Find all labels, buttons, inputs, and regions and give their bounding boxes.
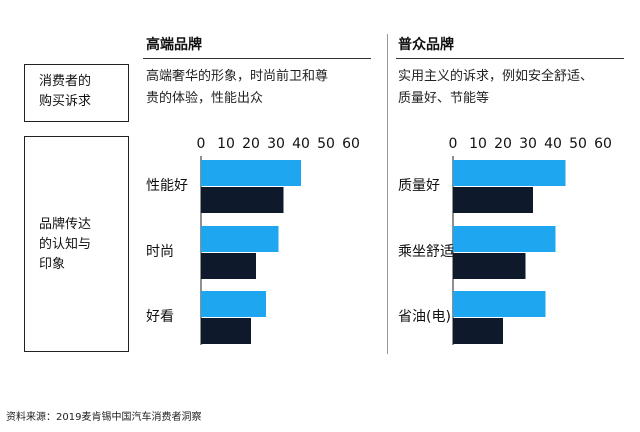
premium-header-rule [143,58,371,59]
mass-x-tick-label: 50 [569,136,587,152]
premium-x-tick-label: 40 [292,136,310,152]
mass-bar-light [453,160,566,186]
mass-x-tick-label: 40 [544,136,562,152]
mass-column-title: 普众品牌 [398,37,454,53]
premium-bar-light [201,226,279,252]
mass-bar-dark [453,187,533,213]
premium-x-tick-label: 0 [197,136,206,152]
mass-bar-dark [453,318,503,344]
premium-bar-dark [201,187,284,213]
mass-bar-dark [453,253,526,279]
premium-x-tick-label: 10 [217,136,235,152]
mass-x-tick-label: 20 [494,136,512,152]
premium-description-line2: 贵的体验，性能出众 [146,91,264,106]
mass-category-label: 省油(电) [398,309,451,325]
mass-bar-light [453,226,556,252]
column-divider [387,34,388,354]
mass-x-tick-label: 30 [519,136,537,152]
premium-column-title: 高端品牌 [146,37,202,53]
brand-impression-label-line2: 的认知与 [39,237,92,252]
mass-x-tick-label: 60 [594,136,612,152]
premium-bar-dark [201,253,256,279]
premium-bar-light [201,160,301,186]
premium-bar-dark [201,318,251,344]
premium-x-tick-label: 20 [242,136,260,152]
premium-category-label: 时尚 [146,244,174,260]
mass-category-label: 乘坐舒适 [398,244,454,260]
premium-category-label: 好看 [146,309,174,325]
mass-header-rule [396,58,624,59]
premium-category-label: 性能好 [146,178,188,194]
premium-x-tick-label: 50 [317,136,335,152]
mass-description: 实用主义的诉求，例如安全舒适、 质量好、节能等 [398,66,593,110]
mass-x-tick-label: 0 [449,136,458,152]
brand-impression-label-box: 品牌传达 的认知与 印象 [24,136,129,352]
source-note: 资料来源：2019麦肯锡中国汽车消费者洞察 [6,412,202,423]
premium-bar-light [201,291,266,317]
purchase-needs-label-box: 消费者的 购买诉求 [24,64,129,122]
purchase-needs-label-line1: 消费者的 [39,74,92,89]
brand-impression-label-line1: 品牌传达 [39,217,92,232]
premium-x-tick-label: 60 [342,136,360,152]
brand-impression-label-line3: 印象 [39,257,66,272]
mass-x-tick-label: 10 [469,136,487,152]
mass-bar-light [453,291,546,317]
mass-description-line1: 实用主义的诉求，例如安全舒适、 [398,69,594,84]
premium-description-line1: 高端奢华的形象，时尚前卫和尊 [146,69,329,84]
premium-description: 高端奢华的形象，时尚前卫和尊 贵的体验，性能出众 [146,66,328,110]
premium-x-tick-label: 30 [267,136,285,152]
mass-category-label: 质量好 [398,178,440,194]
mass-description-line2: 质量好、节能等 [398,91,490,106]
purchase-needs-label-line2: 购买诉求 [39,94,92,109]
